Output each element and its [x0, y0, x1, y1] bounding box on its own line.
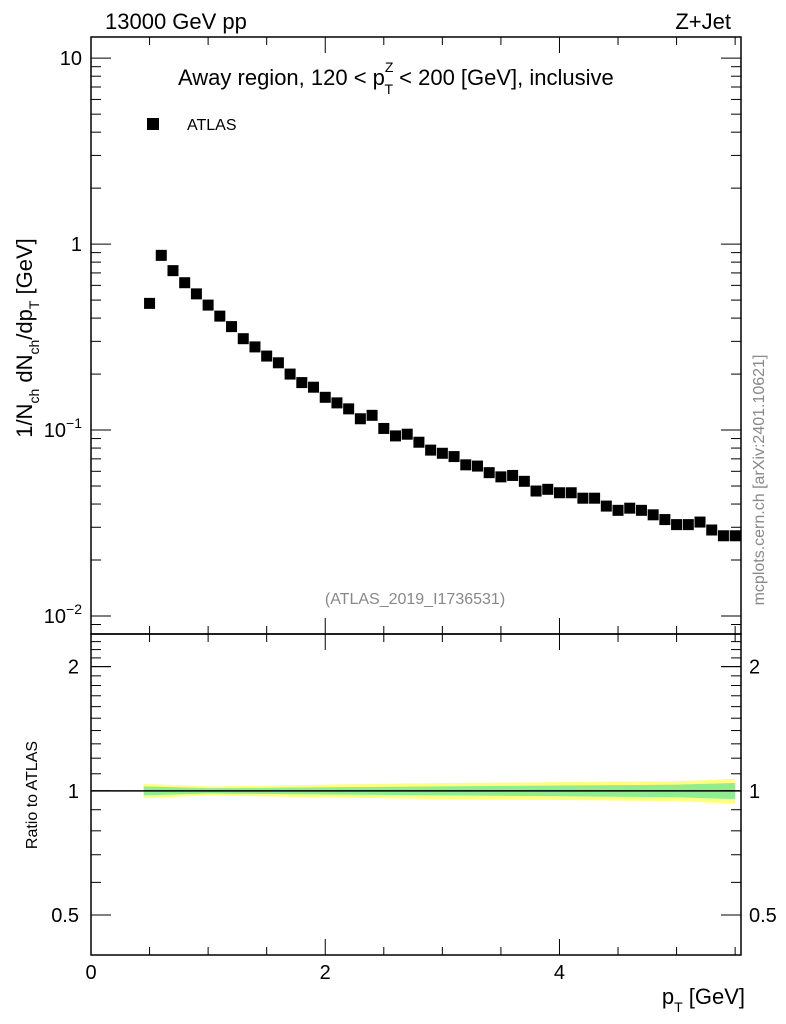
- data-point: [179, 277, 191, 289]
- data-point: [261, 350, 273, 362]
- data-point: [624, 502, 636, 514]
- data-point: [167, 265, 179, 277]
- main-plot-panel: 10 1 10−1 10−2 Away region, 120 < pZ T < 200…: [12, 36, 742, 635]
- analysis-watermark: (ATLAS_2019_I1736531): [325, 591, 505, 608]
- x-tick-label: 2: [320, 962, 331, 984]
- data-point: [214, 310, 226, 322]
- data-point: [694, 516, 706, 528]
- data-point: [425, 444, 437, 456]
- data-point: [272, 357, 284, 369]
- data-point: [413, 436, 425, 448]
- data-point: [600, 500, 612, 512]
- plot-title: Away region, 120 < pZ T < 200 [GeV], incl…: [178, 59, 614, 97]
- y-tick-label: 10−2: [44, 601, 82, 628]
- atlas-data-points: [144, 249, 741, 542]
- y-tick-label: 10: [60, 48, 82, 70]
- data-point: [518, 475, 530, 487]
- data-point: [542, 483, 554, 495]
- data-point: [635, 504, 647, 516]
- data-point: [155, 249, 167, 261]
- ratio-y-tick-label-left: 1: [68, 781, 79, 803]
- data-point: [507, 469, 519, 481]
- data-point: [647, 509, 659, 521]
- data-point: [296, 377, 308, 389]
- data-point: [530, 485, 542, 497]
- data-point: [589, 492, 601, 504]
- main-y-axis-label: 1/Nch dNch/dpT [GeV]: [12, 238, 42, 438]
- y-tick-label: 10−1: [44, 415, 82, 442]
- data-point: [448, 451, 460, 463]
- main-axis-ticks: 10 1 10−1 10−2: [44, 37, 741, 635]
- data-point: [460, 459, 472, 471]
- data-point: [612, 504, 624, 516]
- data-point: [577, 492, 589, 504]
- data-point: [729, 530, 741, 542]
- header-energy-label: 13000 GeV pp: [105, 9, 247, 34]
- data-point: [436, 447, 448, 459]
- data-point: [190, 288, 202, 300]
- data-point: [401, 428, 413, 440]
- data-point: [308, 381, 320, 393]
- data-point: [354, 413, 366, 425]
- data-point: [495, 471, 507, 483]
- data-point: [284, 368, 296, 380]
- mcplots-source-label: mcplots.cern.ch [arXiv:2401.10621]: [751, 355, 768, 606]
- data-point: [202, 299, 214, 311]
- data-point: [331, 397, 343, 409]
- data-point: [366, 409, 378, 421]
- ratio-y-tick-label-right: 2: [749, 657, 760, 679]
- data-point: [682, 519, 694, 531]
- data-point: [671, 519, 683, 531]
- ratio-axis-ticks: 0.5 0.5 1 1 2 2 0 2 4: [51, 633, 777, 984]
- data-point: [343, 403, 355, 415]
- data-point: [226, 321, 238, 333]
- data-point: [390, 430, 402, 442]
- data-point: [144, 297, 156, 309]
- data-point: [706, 524, 718, 536]
- legend-label-atlas: ATLAS: [187, 117, 237, 134]
- ratio-y-axis-label: Ratio to ATLAS: [24, 741, 41, 849]
- legend-marker-square: [147, 118, 159, 130]
- data-point: [483, 467, 495, 479]
- ratio-plot-frame: [90, 633, 742, 956]
- data-point: [717, 530, 729, 542]
- data-point: [553, 487, 565, 499]
- x-axis-label: pT [GeV]: [662, 984, 745, 1015]
- ratio-y-tick-label-left: 0.5: [51, 905, 79, 927]
- data-point: [249, 341, 261, 353]
- y-tick-label: 1: [71, 234, 82, 256]
- data-point: [319, 391, 331, 403]
- x-tick-label: 4: [554, 962, 565, 984]
- ratio-y-tick-label-right: 0.5: [749, 905, 777, 927]
- ratio-y-tick-label-left: 2: [68, 657, 79, 679]
- ratio-y-tick-label-right: 1: [749, 781, 760, 803]
- data-point: [659, 514, 671, 526]
- ratio-plot-panel: 0.5 0.5 1 1 2 2 0 2 4 Ratio to ATLAS pT [GeV]: [24, 633, 777, 1015]
- data-point: [237, 333, 249, 345]
- data-point: [565, 487, 577, 499]
- data-point: [378, 422, 390, 434]
- header-process-label: Z+Jet: [675, 9, 731, 34]
- x-tick-label: 0: [85, 962, 96, 984]
- data-point: [471, 460, 483, 472]
- legend: ATLAS: [147, 117, 237, 134]
